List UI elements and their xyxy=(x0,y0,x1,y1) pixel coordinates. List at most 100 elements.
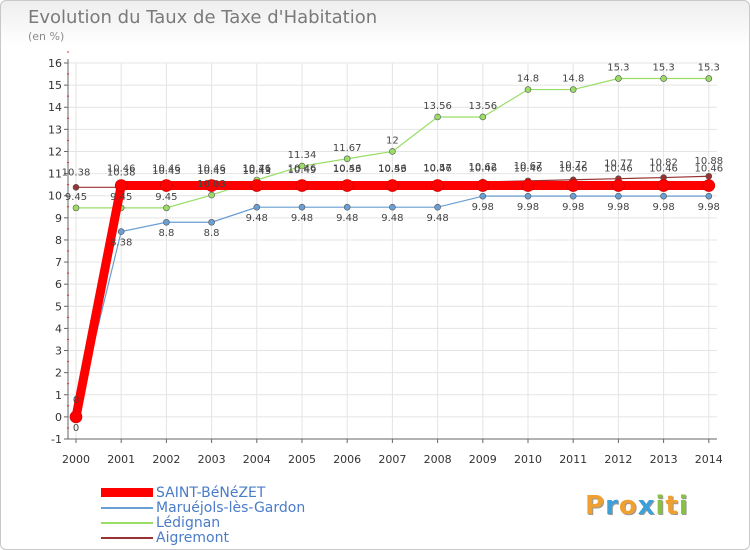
data-label: 10.46 xyxy=(423,164,452,175)
data-label: 9.98 xyxy=(562,202,584,213)
data-label: 9.48 xyxy=(336,213,358,224)
data-label: 0 xyxy=(73,395,79,406)
data-label: 14.8 xyxy=(562,74,584,85)
data-point xyxy=(389,148,396,155)
data-point xyxy=(386,179,399,192)
data-label: 10.46 xyxy=(559,164,588,175)
data-label: 9.45 xyxy=(65,192,87,203)
x-tick-label: 2008 xyxy=(424,453,452,466)
data-point xyxy=(208,218,215,226)
data-label: 10.43 xyxy=(152,166,181,177)
data-label: 15.3 xyxy=(652,62,674,73)
legend-swatch xyxy=(101,521,153,524)
data-label: 10.46 xyxy=(197,164,226,175)
data-label: 9.98 xyxy=(517,202,539,213)
legend-item: SAINT-BéNéZET xyxy=(101,485,305,501)
data-label: 10.77 xyxy=(604,159,633,170)
data-label: 10.46 xyxy=(107,164,136,175)
data-label: 10.46 xyxy=(649,164,678,175)
data-label: 10.43 xyxy=(242,166,271,177)
data-point xyxy=(612,179,625,192)
data-label: 10.46 xyxy=(333,164,362,175)
data-label: 10.49 xyxy=(288,165,317,176)
chart-title: Evolution du Taux de Taxe d'Habitation xyxy=(28,7,378,28)
data-label: 8.8 xyxy=(204,228,220,239)
data-point xyxy=(479,113,487,121)
legend-item: Aigremont xyxy=(101,529,305,546)
data-label: 10.62 xyxy=(468,162,497,173)
data-label: 10.72 xyxy=(559,160,588,171)
x-tick-label: 2007 xyxy=(378,453,406,466)
data-label: 10.46 xyxy=(242,164,271,175)
data-label: 8.38 xyxy=(110,238,132,249)
data-label: 8.8 xyxy=(158,228,174,239)
data-point xyxy=(657,179,670,192)
data-label: 9.98 xyxy=(472,202,494,213)
data-label: 15.3 xyxy=(607,62,629,73)
legend-swatch xyxy=(101,506,153,509)
data-point xyxy=(521,179,535,192)
data-label: 10.53 xyxy=(333,164,362,175)
data-point xyxy=(72,204,80,212)
data-point xyxy=(434,113,441,121)
x-tick-label: 2010 xyxy=(514,453,542,466)
legend-label: Aigremont xyxy=(156,529,229,546)
chart-legend: SAINT-BéNéZET Maruéjols-lès-Gardon Lédigna… xyxy=(101,485,305,546)
x-tick-label: 2013 xyxy=(650,453,678,466)
data-label: 10.43 xyxy=(197,166,226,177)
x-tick-label: 2011 xyxy=(559,453,587,466)
y-tick-label: 4 xyxy=(55,322,62,335)
x-tick-label: 2000 xyxy=(62,453,90,466)
x-tick-label: 2003 xyxy=(198,453,226,466)
logo-letter: i xyxy=(678,491,689,521)
data-point xyxy=(163,218,170,226)
data-point xyxy=(702,179,716,192)
data-point xyxy=(615,75,622,82)
x-tick-label: 2012 xyxy=(604,453,632,466)
chart-unit-label: (en %) xyxy=(28,30,65,43)
data-label: 10.46 xyxy=(694,164,723,175)
y-tick-label: 1 xyxy=(55,389,62,402)
data-point xyxy=(298,162,306,170)
x-tick-label: 2004 xyxy=(243,453,271,466)
data-label: 11.34 xyxy=(288,150,317,161)
data-point xyxy=(566,179,580,192)
data-point xyxy=(479,192,487,200)
data-point xyxy=(524,86,532,93)
data-point xyxy=(343,203,351,211)
x-tick-label: 2009 xyxy=(469,453,497,466)
data-point xyxy=(69,410,83,424)
data-point xyxy=(340,179,354,192)
data-label: 9.48 xyxy=(381,213,403,224)
legend-item: Lédignan xyxy=(101,515,305,531)
legend-swatch xyxy=(101,536,153,539)
data-label: 10.46 xyxy=(288,164,317,175)
data-label: 10.82 xyxy=(649,158,678,169)
proxiti-logo: Proxiti xyxy=(585,491,689,521)
data-point xyxy=(705,75,713,82)
data-label: 10.38 xyxy=(107,167,136,178)
data-point xyxy=(208,191,215,199)
y-tick-label: 3 xyxy=(55,345,62,358)
data-label: 10.53 xyxy=(378,164,407,175)
data-point xyxy=(569,86,577,93)
data-point xyxy=(431,179,444,192)
data-point xyxy=(295,179,309,192)
data-label: 14.8 xyxy=(517,74,539,85)
y-tick-label: 2 xyxy=(55,367,62,380)
y-tick-label: 13 xyxy=(48,123,62,136)
data-label: 10.88 xyxy=(694,156,723,167)
data-label: 9.98 xyxy=(652,202,674,213)
legend-swatch xyxy=(101,488,153,497)
data-label: 10.38 xyxy=(62,167,91,178)
data-point xyxy=(160,179,173,192)
data-point xyxy=(389,203,396,211)
data-label: 10.46 xyxy=(514,164,543,175)
x-tick-label: 2002 xyxy=(152,453,180,466)
y-tick-label: 0 xyxy=(55,411,62,424)
y-tick-label: 8 xyxy=(55,234,62,247)
data-label: 10.03 xyxy=(197,179,226,190)
y-tick-label: 16 xyxy=(48,57,62,70)
data-label: 10.71 xyxy=(242,164,271,175)
